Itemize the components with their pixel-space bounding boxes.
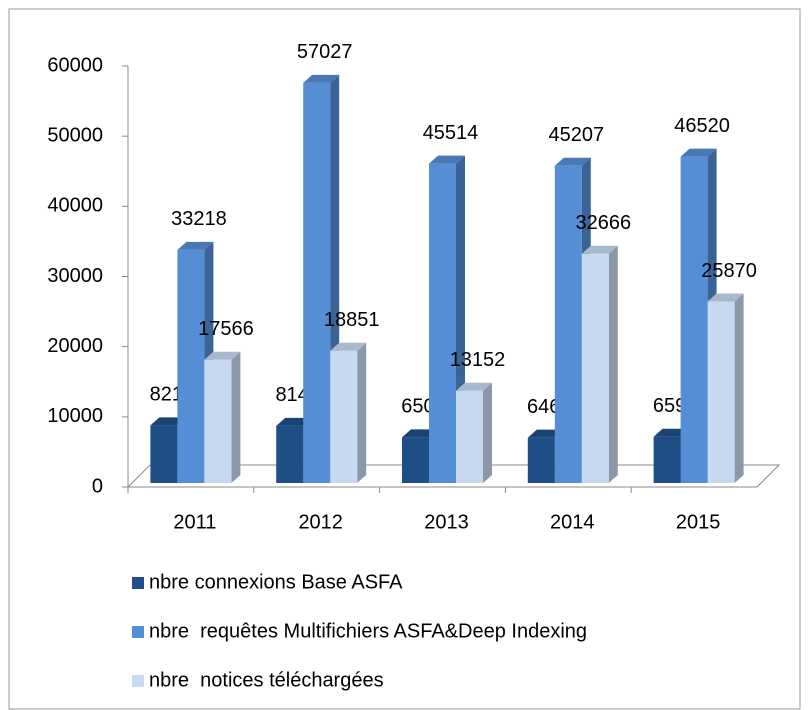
y-tick-label: 0 [92, 475, 103, 497]
bar [581, 245, 618, 483]
bar-front [653, 436, 681, 483]
bar-front [581, 253, 609, 483]
bar-front [303, 82, 331, 484]
bar-front [204, 359, 232, 483]
value-label: 45207 [548, 124, 604, 146]
legend-swatch [132, 577, 144, 589]
value-label: 13152 [450, 349, 506, 371]
bar-top [177, 241, 214, 250]
bar-top [581, 245, 618, 254]
y-tick-label: 60000 [47, 54, 103, 76]
value-label: 33218 [171, 208, 227, 230]
bar-front [707, 301, 735, 483]
bar-top [429, 155, 465, 164]
bar-top [554, 157, 591, 166]
bar-top [707, 293, 744, 302]
x-tick-label: 2011 [173, 511, 216, 533]
bar [204, 351, 241, 483]
bar-front [554, 165, 582, 483]
y-tick-label: 40000 [47, 195, 103, 217]
value-label: 45514 [423, 122, 479, 144]
bar [330, 342, 367, 483]
bar [456, 382, 492, 483]
bar-front [429, 163, 456, 483]
bar-front [150, 425, 178, 483]
chart-border [8, 8, 801, 710]
bar-side [357, 342, 367, 483]
bar-front [177, 249, 205, 483]
bar-top [456, 382, 492, 391]
bar-side [734, 293, 744, 483]
y-tick-label: 20000 [47, 335, 103, 357]
bar-side [483, 382, 492, 483]
value-label: 46520 [674, 115, 730, 137]
bar-front [330, 350, 358, 483]
bar-top [303, 74, 340, 83]
value-label: 25870 [701, 260, 757, 282]
x-tick-label: 2014 [550, 511, 595, 533]
value-label: 17566 [198, 318, 254, 340]
x-tick-label: 2015 [676, 511, 721, 533]
bar-side [608, 245, 618, 483]
y-tick-label: 30000 [47, 265, 103, 287]
legend-label: nbre connexions Base ASFA [149, 571, 403, 593]
legend-label: nbre requêtes Multifichiers ASFA&Deep In… [149, 620, 587, 642]
legend-swatch [132, 675, 144, 687]
bar-front [680, 156, 708, 484]
bar [707, 293, 744, 483]
value-label: 32666 [575, 212, 631, 234]
y-tick-label: 10000 [47, 405, 103, 427]
value-label: 57027 [297, 41, 353, 63]
value-label: 18851 [324, 309, 380, 331]
bar-front [402, 437, 429, 483]
legend-label: nbre notices téléchargées [149, 669, 384, 691]
legend-swatch [132, 626, 144, 638]
x-tick-label: 2013 [424, 511, 469, 533]
bar-front [527, 437, 555, 483]
bar-side [231, 351, 241, 483]
bar-top [680, 148, 717, 157]
x-tick-label: 2012 [298, 511, 343, 533]
bar-front [456, 390, 483, 483]
bar-top [330, 342, 367, 351]
y-tick-label: 50000 [47, 124, 103, 146]
bar-front [276, 425, 304, 483]
bar [177, 241, 214, 483]
bar-top [204, 351, 241, 360]
